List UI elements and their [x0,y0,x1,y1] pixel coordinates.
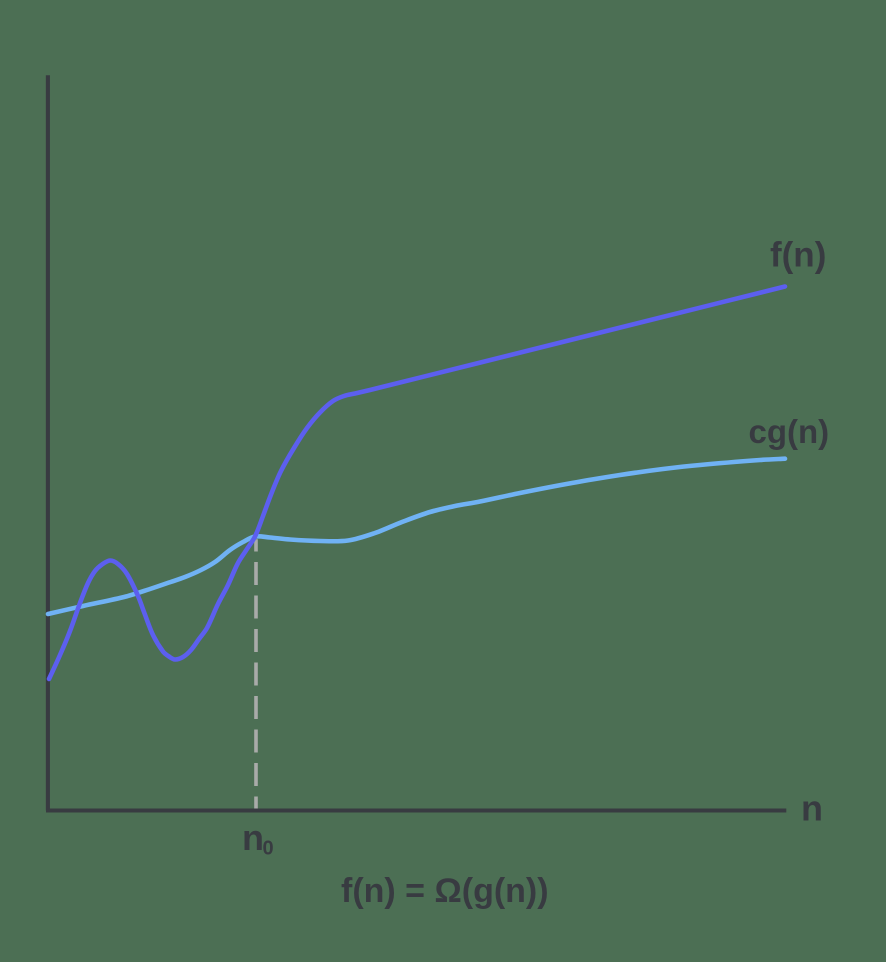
svg-text:f(n): f(n) [770,236,826,275]
svg-text:cg(n): cg(n) [749,413,830,450]
svg-text:0: 0 [263,838,274,860]
svg-text:n: n [242,817,264,858]
svg-text:n: n [801,788,823,829]
svg-text:f(n) = Ω(g(n)): f(n) = Ω(g(n)) [341,872,549,910]
